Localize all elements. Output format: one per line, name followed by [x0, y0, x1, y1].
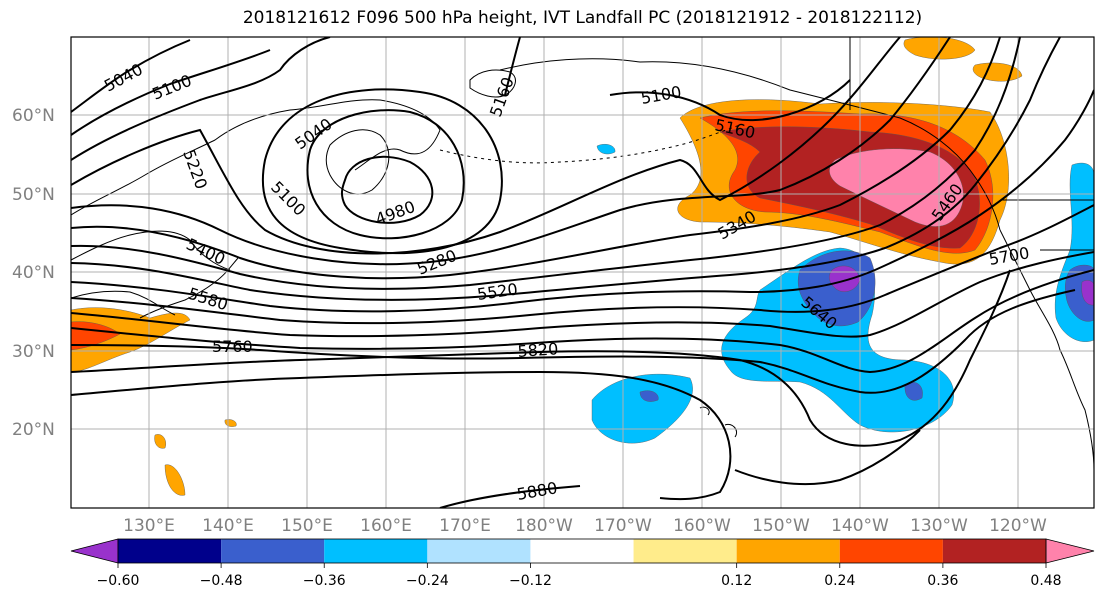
lon-label-180w: 180°W: [515, 516, 573, 536]
contour-label-5820: 5820: [517, 339, 559, 361]
contour-5700: [71, 269, 1094, 374]
colorbar-tick-label: −0.60: [97, 573, 140, 589]
contour-5100-nw: [71, 49, 271, 136]
ivt-blob-japan: [71, 307, 191, 373]
coastlines: [71, 37, 1094, 471]
lat-label-50n: 50°N: [12, 185, 55, 205]
colorbar-bin: [118, 539, 222, 563]
colorbar-tick-label: −0.24: [406, 573, 449, 589]
ivt-neg-coast-inner: [1065, 264, 1094, 322]
coast-na-west: [999, 229, 1094, 471]
contour-4980: [341, 155, 434, 224]
map-frame: [70, 36, 1095, 509]
colorbar-bin: [530, 539, 634, 563]
lat-label-20n: 20°N: [12, 420, 55, 440]
colorbar-bin: [633, 539, 737, 563]
colorbar-bin: [221, 539, 325, 563]
lon-label-150e: 150°E: [281, 516, 333, 536]
contour-5520: [71, 89, 1094, 313]
colorbar-bin: [736, 539, 840, 563]
contour-5280: [71, 37, 951, 266]
contour-5160: [71, 37, 851, 161]
height-contours: [71, 37, 1094, 508]
coast-bering: [469, 69, 516, 98]
colorbar-tick-label: 0.36: [927, 573, 958, 589]
colorbar-bin: [839, 539, 943, 563]
lon-label-160w: 160°W: [673, 516, 731, 536]
ivt-neg-hawaii-inner: [639, 390, 659, 402]
colorbar-extend-min: [70, 538, 119, 564]
colorbar-tick-label: 0.12: [721, 573, 752, 589]
lon-label-170e: 170°E: [439, 516, 491, 536]
lon-label-120w: 120°W: [989, 516, 1047, 536]
colorbar-bin: [324, 539, 428, 563]
lon-label-150w: 150°W: [752, 516, 810, 536]
colorbar-bin: [942, 539, 1046, 563]
ivt-neg-sub-inner: [904, 382, 923, 401]
colorbar-tick-label: 0.48: [1030, 573, 1061, 589]
ivt-band-pink: [829, 148, 964, 227]
coast-kamchatka: [325, 129, 390, 195]
contour-5880: [71, 370, 921, 508]
contour-5340: [71, 37, 1001, 280]
ivt-blob-small-1: [154, 434, 166, 449]
coast-hawaii: [699, 406, 738, 438]
latitude-labels: 60°N 50°N 40°N 30°N 20°N: [12, 106, 55, 440]
map-title: 2018121612 F096 500 hPa height, IVT Land…: [242, 8, 923, 28]
ivt-positive-plume: [71, 37, 1023, 496]
contour-5040-low: [306, 109, 465, 240]
contour-5640: [71, 251, 1094, 338]
lat-label-40n: 40°N: [12, 263, 55, 283]
contour-5820: [71, 269, 1011, 447]
contour-5460: [71, 37, 1061, 301]
lat-label-30n: 30°N: [12, 342, 55, 362]
lon-label-140e: 140°E: [202, 516, 254, 536]
ivt-negative-plume: [591, 144, 1094, 444]
ivt-neg-small: [596, 144, 616, 155]
longitude-labels: 130°E 140°E 150°E 160°E 170°E 180°W 170°…: [123, 516, 1047, 536]
lon-label-140w: 140°W: [831, 516, 889, 536]
contour-5100-low: [261, 88, 503, 255]
contour-5760: [71, 289, 1076, 394]
colorbar-frame: [117, 538, 1047, 564]
lon-label-130w: 130°W: [910, 516, 968, 536]
ivt-blob-small-2: [164, 464, 186, 496]
lon-label-130e: 130°E: [123, 516, 175, 536]
colorbar-tick-label: −0.48: [200, 573, 243, 589]
contour-5400: [71, 37, 1021, 290]
ivt-neg-coast-core: [1081, 280, 1094, 306]
coast-aleutians: [439, 124, 741, 164]
colorbar-tick-label: 0.24: [824, 573, 855, 589]
colorbar-tick-label: −0.12: [509, 573, 552, 589]
colorbar: −0.60 −0.48 −0.36 −0.24 −0.12 0.12 0.24 0.36 0.4…: [70, 538, 1095, 589]
colorbar-tick-label: −0.36: [303, 573, 346, 589]
colorbar-bin: [427, 539, 531, 563]
lon-label-160e: 160°E: [360, 516, 412, 536]
colorbar-extend-max: [1045, 538, 1095, 564]
coast-alaska: [499, 58, 1001, 231]
lat-label-60n: 60°N: [12, 106, 55, 126]
contour-label-5760: 5760: [212, 337, 253, 356]
contour-5220: [71, 37, 901, 255]
contour-5040-nw: [71, 39, 191, 113]
lon-label-170w: 170°W: [594, 516, 652, 536]
contour-5580: [71, 204, 1094, 325]
